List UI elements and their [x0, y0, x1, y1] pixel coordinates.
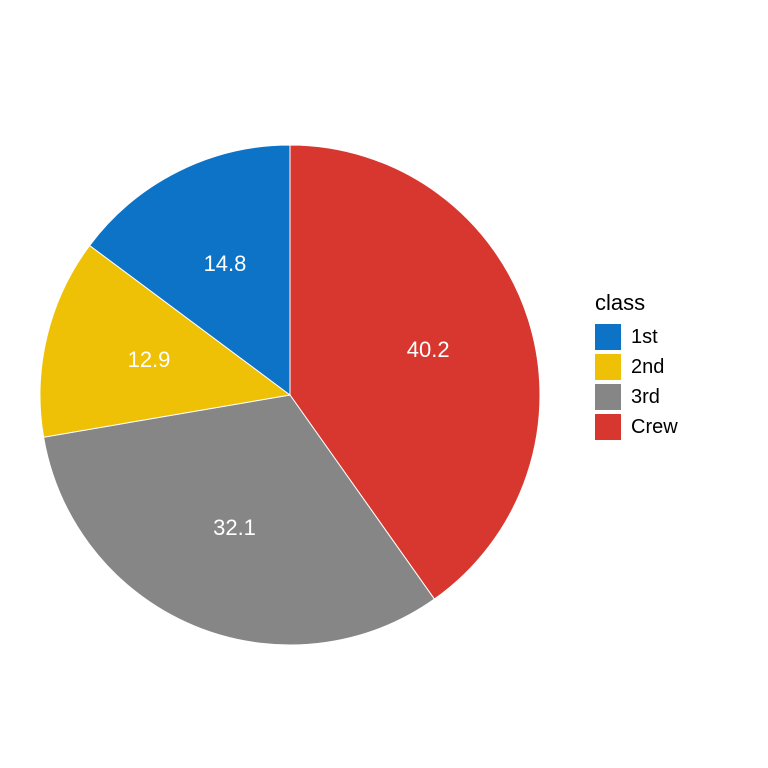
legend-label-first: 1st — [631, 326, 658, 349]
legend-swatch-crew — [595, 414, 621, 440]
legend-label-third: 3rd — [631, 386, 660, 409]
legend-swatch-third — [595, 384, 621, 410]
legend-label-crew: Crew — [631, 416, 678, 439]
pie-label-crew: 40.2 — [407, 337, 450, 362]
pie-label-third: 32.1 — [213, 515, 256, 540]
legend-items: 1st 2nd 3rd Crew — [595, 324, 678, 440]
legend-item-third: 3rd — [595, 384, 678, 410]
pie-label-first: 14.8 — [204, 251, 247, 276]
legend-swatch-second — [595, 354, 621, 380]
legend-item-crew: Crew — [595, 414, 678, 440]
legend-item-second: 2nd — [595, 354, 678, 380]
legend-title: class — [595, 290, 678, 316]
pie-chart-container: 40.2 32.1 12.9 14.8 class 1st 2nd 3rd Crew — [0, 0, 768, 768]
pie-label-second: 12.9 — [128, 347, 171, 372]
legend-label-second: 2nd — [631, 356, 664, 379]
legend-swatch-first — [595, 324, 621, 350]
legend-item-first: 1st — [595, 324, 678, 350]
legend: class 1st 2nd 3rd Crew — [595, 290, 678, 444]
